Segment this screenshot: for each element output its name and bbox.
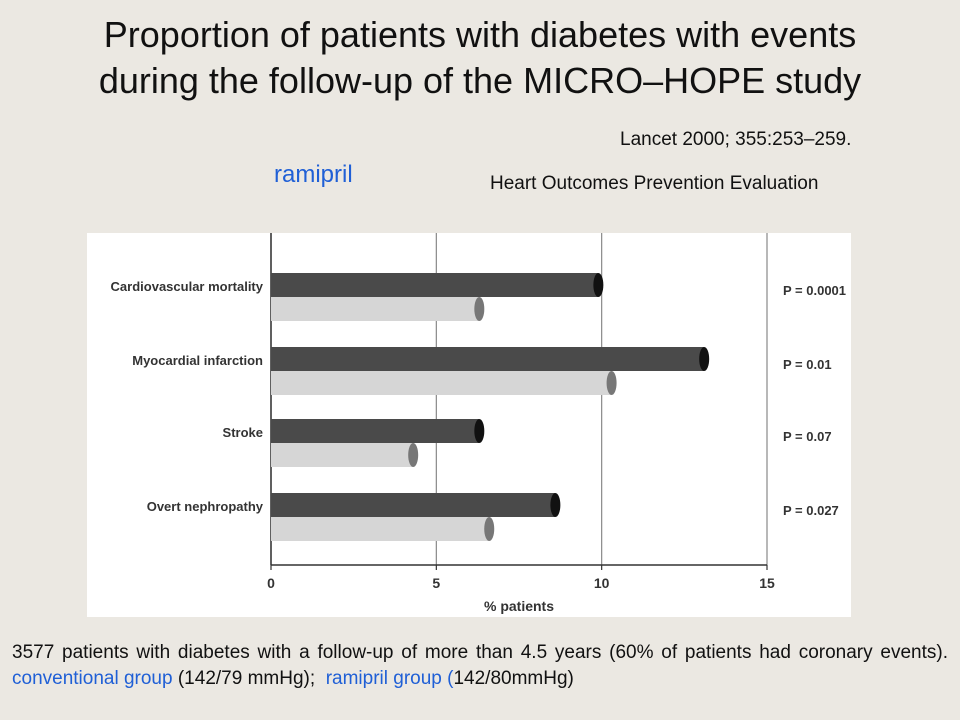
p-value-label: P = 0.07 [783, 429, 832, 444]
category-label: Myocardial infarction [132, 353, 263, 368]
ramipril-bar-cap [408, 443, 419, 467]
ramipril-bar [271, 371, 612, 395]
x-tick-label: 10 [594, 575, 610, 591]
x-tick-label: 15 [759, 575, 775, 591]
conventional-bar-cap [550, 493, 561, 517]
ramipril-bar-cap [484, 517, 495, 541]
title-line-2: during the follow-up of the MICRO–HOPE s… [98, 60, 862, 101]
conventional-group-label: conventional group [12, 668, 173, 689]
p-value-label: P = 0.027 [783, 503, 839, 518]
footer-part-1: 3577 patients with diabetes with a follo… [12, 642, 948, 663]
x-tick-label: 0 [267, 575, 275, 591]
ramipril-bar-cap [606, 371, 617, 395]
title-line-1: Proportion of patients with diabetes wit… [103, 14, 857, 55]
ramipril-bar-cap [474, 297, 485, 321]
conventional-bar [271, 273, 599, 297]
ramipril-group-label: ramipril group ( [325, 668, 454, 689]
chart-panel: 0 5 10 15 % patients Cardiovascular mortality… [87, 233, 851, 617]
ramipril-bar [271, 517, 490, 541]
conventional-bar [271, 347, 705, 371]
category-label: Overt nephropathy [147, 499, 264, 514]
footer-text: 3577 patients with diabetes with a follo… [12, 640, 948, 692]
p-value-label: P = 0.01 [783, 357, 832, 372]
conventional-bar-cap [474, 419, 485, 443]
conventional-bar [271, 419, 480, 443]
conventional-bar [271, 493, 556, 517]
category-label: Stroke [223, 425, 263, 440]
conventional-bar-cap [699, 347, 710, 371]
footer-part-3: 142/80mmHg) [453, 668, 574, 689]
ramipril-bar [271, 443, 414, 467]
ramipril-label: ramipril [274, 161, 353, 188]
slide-title: Proportion of patients with diabetes wit… [0, 12, 960, 104]
x-axis-label: % patients [484, 598, 554, 614]
citation: Lancet 2000; 355:253–259. [620, 129, 852, 150]
footer-part-2: (142/79 mmHg); [177, 668, 316, 689]
study-name: Heart Outcomes Prevention Evaluation [490, 173, 819, 194]
x-tick-label: 5 [432, 575, 440, 591]
ramipril-bar [271, 297, 480, 321]
p-value-label: P = 0.0001 [783, 283, 846, 298]
category-label: Cardiovascular mortality [111, 279, 264, 294]
bar-chart: 0 5 10 15 % patients Cardiovascular mortality… [111, 233, 846, 614]
conventional-bar-cap [593, 273, 604, 297]
